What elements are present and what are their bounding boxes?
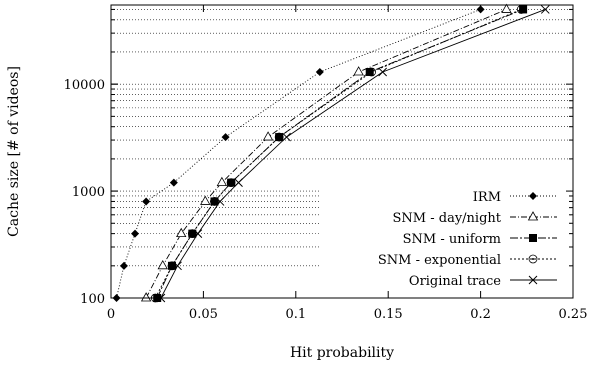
data-point-circle-center [213,200,216,203]
x-tick-label: 0.2 [470,307,491,322]
data-point-circle-center [278,136,281,139]
data-point-cross [282,132,291,142]
data-point-circle [187,229,197,239]
legend-label: SNM - day/night [393,211,502,226]
series-line [116,9,481,299]
data-point-circle [528,254,538,264]
x-tick-label: 0 [107,307,115,322]
data-point-circle-center [532,258,534,260]
data-point-square [519,5,528,14]
data-point-square [365,67,374,76]
x-tick-label: 0.25 [559,307,588,322]
data-point-cross [193,229,203,238]
x-axis-label: Hit probability [290,345,394,361]
data-point-circle-center [230,181,233,184]
data-point-square [529,234,537,242]
axis-ticks: 100 1000 10000 0 0.05 0.1 0.15 0.2 0.25 [64,5,588,322]
data-point-circle [367,67,376,77]
series-1 [140,3,512,302]
x-tick-label: 0.05 [189,307,218,322]
data-point-triangle [353,66,364,76]
data-point-circle [210,197,219,206]
legend-label: IRM [473,190,501,205]
legend-label: Original trace [409,274,501,289]
data-point-triangle [501,3,512,13]
data-point-triangle [527,211,539,221]
data-point-circle [226,178,236,188]
plot-series [112,3,550,303]
series-line [154,9,522,299]
x-tick-label: 0.15 [374,307,403,322]
data-point-cross [540,5,550,14]
y-tick-label: 10000 [64,78,105,93]
data-point-triangle [157,259,168,270]
data-point-circle [167,261,177,271]
data-point-diamond [529,192,537,200]
x-tick-label: 0.1 [285,307,306,322]
data-point-diamond [142,197,151,206]
data-point-circle-center [191,232,194,235]
data-point-triangle [140,292,152,302]
y-tick-label: 100 [80,292,105,307]
data-point-diamond [131,229,140,238]
data-point-circle-center [370,70,373,73]
legend-label: SNM - uniform [403,232,501,247]
series-line [145,9,507,299]
data-point-triangle [216,176,228,187]
data-point-triangle [176,227,187,238]
legend: IRM SNM - day/night SNM - uniform SNM - exp… [320,184,570,292]
data-point-circle-center [520,8,523,11]
data-point-circle [274,132,284,142]
y-axis-label: Cache size [# of videos] [6,66,22,237]
series-line [156,9,524,299]
data-point-triangle [262,131,274,141]
data-point-cross [215,197,225,206]
data-point-diamond [169,178,178,187]
y-tick-label: 1000 [72,185,105,200]
series-0 [112,5,485,302]
data-point-cross [378,67,388,77]
data-point-cross [528,275,538,285]
series-line [160,9,546,299]
data-point-diamond [315,67,324,76]
plot-frame [110,4,574,299]
series-4 [156,5,550,303]
data-point-cross [234,178,243,187]
data-point-diamond [221,133,230,142]
data-point-diamond [119,261,128,270]
data-point-triangle [200,195,211,205]
legend-label: SNM - exponential [378,253,501,268]
data-point-circle-center [170,264,173,267]
data-point-cross [173,261,182,271]
